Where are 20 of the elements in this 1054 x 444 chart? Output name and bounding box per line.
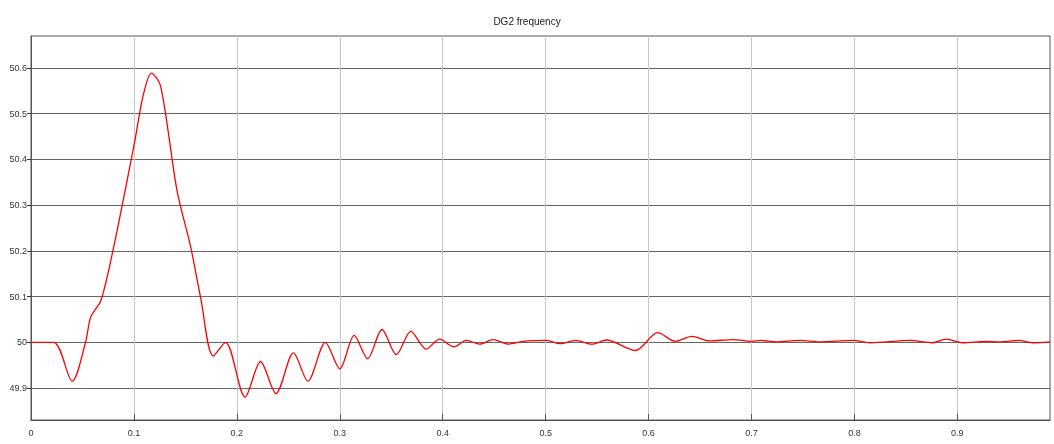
y-tick-label: 50.1 [9, 291, 27, 302]
x-tick-label: 0.4 [436, 427, 449, 438]
x-tick-label: 0.3 [333, 427, 347, 438]
x-tick-label: 0 [28, 427, 34, 438]
chart-title: DG2 frequency [493, 15, 561, 27]
y-tick-label: 50.2 [9, 245, 27, 256]
y-tick-label: 50.5 [9, 108, 27, 119]
x-tick-label: 0.5 [539, 427, 552, 438]
x-tick-label: 0.9 [951, 427, 964, 438]
y-tick-label: 50 [16, 337, 27, 348]
y-tick-label: 50.6 [9, 63, 27, 73]
y-tick-label: 50.3 [9, 200, 27, 211]
x-tick-label: 0.8 [848, 427, 861, 438]
x-tick-label: 0.6 [642, 427, 655, 438]
y-tick-label: 49.9 [9, 383, 27, 393]
line-series [30, 72, 1051, 398]
x-tick-label: 0.1 [127, 427, 141, 438]
x-tick-label: 0.2 [230, 427, 244, 438]
x-tick-label: 0.7 [745, 427, 758, 438]
y-tick-label: 50.4 [9, 154, 27, 165]
